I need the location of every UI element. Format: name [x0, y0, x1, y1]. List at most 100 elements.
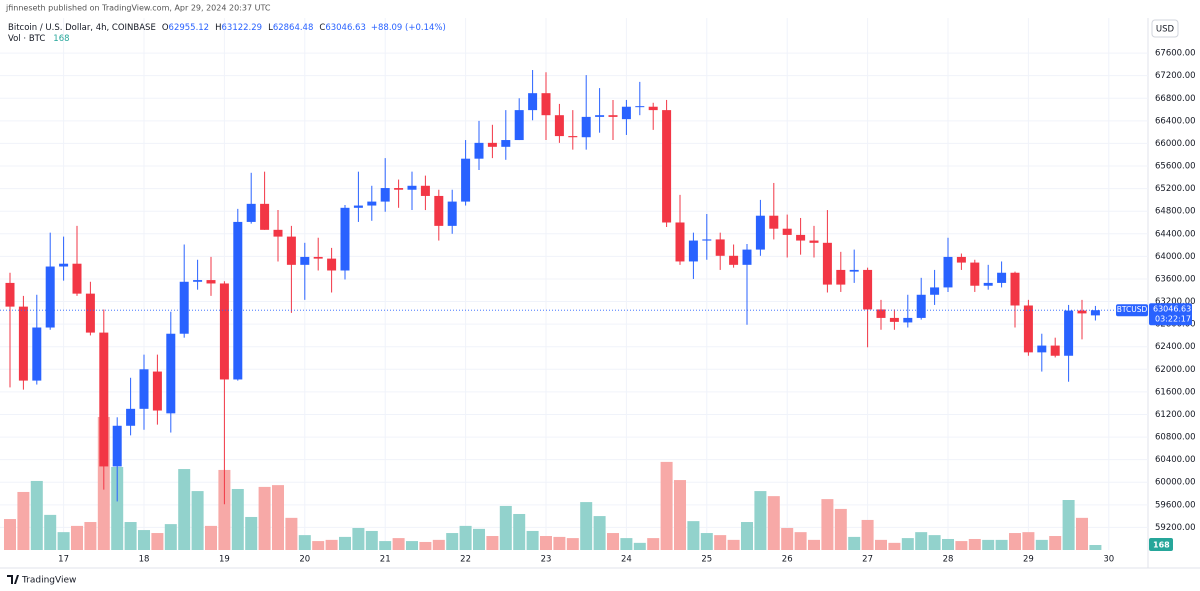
volume-bar	[674, 480, 686, 550]
y-tick-label: 67600.00	[1155, 49, 1196, 59]
volume-bar	[727, 539, 740, 550]
currency-box[interactable]	[1151, 19, 1179, 38]
volume-bar	[312, 541, 325, 550]
legend-key: H	[215, 23, 221, 33]
candle-body	[434, 195, 444, 226]
volume-bar	[339, 536, 351, 550]
volume-bar	[71, 525, 83, 550]
candle-body	[1090, 310, 1100, 316]
y-tick-label: 64000.00	[1155, 252, 1196, 262]
candle-body	[474, 142, 484, 159]
candle-body	[930, 287, 940, 295]
volume-bar	[1035, 539, 1048, 550]
legend-title: Bitcoin / U.S. Dollar, 4h, COINBASE	[8, 23, 156, 33]
candle-body	[246, 203, 256, 222]
candle-body	[407, 185, 417, 190]
volume-bar	[955, 541, 968, 550]
candle-body	[769, 215, 779, 229]
volume-bar	[111, 466, 124, 550]
volume-bar	[995, 539, 1008, 550]
y-tick-label: 66800.00	[1155, 94, 1196, 104]
y-tick-label: 65200.00	[1155, 184, 1196, 194]
publisher: jfinneseth published on TradingView.com,…	[5, 4, 271, 13]
volume-bar	[566, 538, 579, 550]
candle-body	[327, 258, 337, 271]
candle-body	[233, 221, 243, 380]
legend-value: 63122.29	[222, 23, 263, 33]
volume-bar	[660, 461, 673, 550]
candle-body	[608, 115, 618, 117]
volume-bar	[915, 532, 928, 550]
candle-body	[461, 158, 471, 202]
volume-bar	[580, 502, 593, 550]
volume-bar	[633, 542, 646, 550]
y-tick-label: 63600.00	[1155, 274, 1196, 284]
volume-bar	[848, 536, 861, 550]
candle-body	[300, 256, 310, 265]
candle-body	[206, 280, 216, 284]
candle-body	[420, 185, 430, 196]
x-tick-label: 21	[380, 555, 391, 565]
candle-body	[72, 263, 82, 294]
candle-body	[742, 249, 752, 265]
volume-bar	[245, 516, 258, 550]
candle-body	[219, 283, 229, 380]
candle-body	[179, 281, 189, 334]
legend-value: 62864.48	[273, 23, 314, 33]
x-tick-label: 22	[460, 555, 471, 565]
candle-body	[1050, 345, 1060, 356]
y-tick-label: 66400.00	[1155, 116, 1196, 126]
volume-bar	[432, 539, 445, 550]
volume-bar	[834, 508, 847, 550]
y-tick-label: 60400.00	[1155, 455, 1196, 465]
volume-bar	[30, 480, 43, 550]
candle-body	[796, 234, 806, 241]
candle-body	[943, 256, 953, 288]
candle-body	[595, 115, 605, 117]
volume-bar	[392, 538, 405, 550]
candle-body	[956, 256, 966, 263]
volume-bar	[861, 519, 874, 550]
candle-body	[997, 272, 1007, 283]
volume-bar	[325, 539, 338, 550]
legend-change: +88.09 (+0.14%)	[371, 23, 446, 33]
candle-body	[286, 236, 296, 265]
candle-body	[99, 332, 109, 467]
candle-body	[1023, 305, 1033, 353]
candle-body	[139, 369, 149, 409]
candle-body	[541, 93, 551, 116]
volume-bar	[928, 535, 941, 550]
candle-body	[635, 106, 645, 108]
volume-bar	[1076, 517, 1088, 550]
x-tick-label: 24	[621, 555, 632, 565]
logo	[7, 575, 19, 584]
volume-bar	[406, 541, 418, 550]
volume-bar	[4, 519, 16, 550]
volume-bar	[17, 491, 30, 550]
volume-bar	[540, 536, 552, 550]
candle-body	[729, 255, 739, 265]
volume-bar	[379, 541, 392, 550]
candle-body	[528, 93, 538, 111]
volume-bar	[446, 533, 459, 550]
candle-body	[487, 142, 497, 147]
volume-bar	[499, 505, 512, 550]
volume-bar	[1022, 532, 1035, 550]
volume-bar	[1062, 500, 1075, 550]
x-tick-label: 20	[299, 555, 310, 565]
volume-tag-label: 168	[1153, 541, 1170, 550]
candle-body	[822, 242, 832, 285]
candle-body	[1010, 272, 1020, 306]
y-tick-label: 61200.00	[1155, 410, 1196, 420]
candle-body	[380, 188, 390, 202]
volume-bar	[84, 522, 97, 550]
volume-bar	[647, 538, 660, 550]
volume-bar	[888, 542, 901, 550]
y-tick-label: 62000.00	[1155, 365, 1196, 375]
volume-bar	[164, 524, 177, 550]
x-tick-label: 30	[1103, 555, 1114, 565]
candle-body	[648, 106, 658, 111]
volume-bar	[298, 535, 311, 550]
volume-bar	[714, 535, 727, 550]
